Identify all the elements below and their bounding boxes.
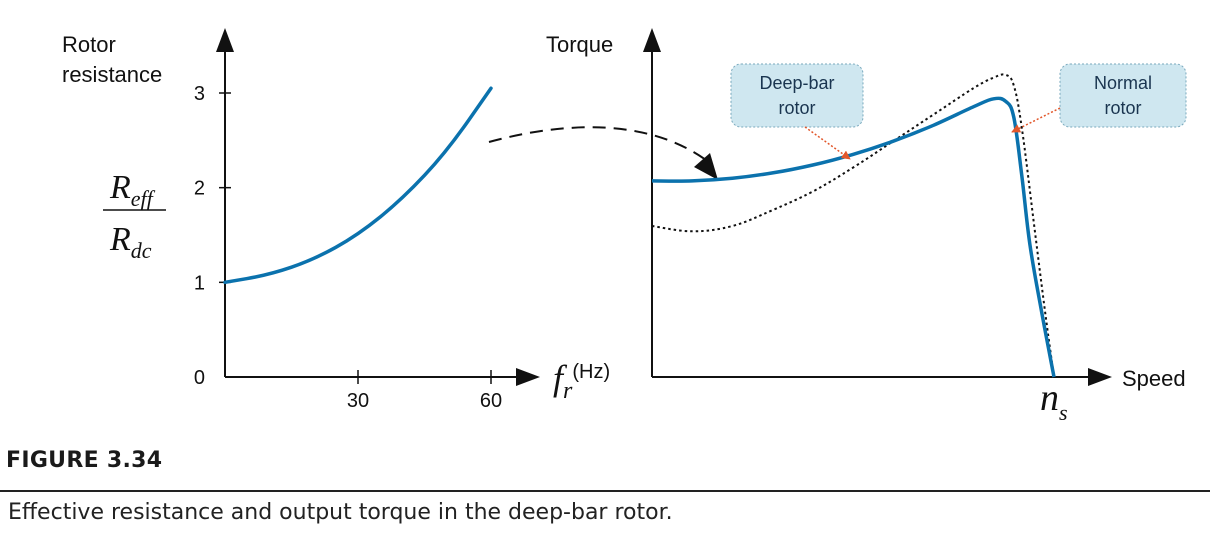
left-y-axis-arrowhead [216,28,234,52]
transition-dashed-arrow [488,126,707,161]
right-x-axis-arrowhead [1088,368,1112,386]
left-xlabel: fr(Hz) [553,358,610,404]
figure-canvas: 0 1 2 3 30 60 Rotor resistance Reff Rdc fr(Hz… [62,28,1187,425]
xlabel-unit: (Hz) [572,361,610,383]
resistance-curve [223,86,493,285]
normal-callout-pointer [1011,107,1061,133]
figure-caption-text: Effective resistance and output torque i… [8,500,673,525]
sync-speed-label: ns [1040,377,1068,425]
left-ticks: 0 1 2 3 30 60 [194,83,502,412]
deep-bar-callout-box [730,63,864,128]
left-x-axis-arrowhead [516,368,540,386]
ratio-numerator-sub: eff [131,186,156,211]
svg-text:Reff: Reff [109,169,156,211]
y-tick-label-1: 1 [194,272,205,294]
right-y-axis-arrowhead [643,28,661,52]
ratio-denominator-sub: dc [131,238,152,263]
normal-callout-box [1059,63,1187,128]
right-xlabel: Speed [1122,366,1186,391]
torque-chart: Torque Speed ns Deep-bar rotor Normal ro… [546,28,1187,425]
x-tick-label-30: 30 [347,390,369,412]
ratio-denominator: R [109,221,131,258]
xlabel-sub: r [563,378,573,404]
svg-text:Rdc: Rdc [109,221,152,263]
transition-arrowhead [694,153,718,180]
caption-divider [0,490,1210,492]
x-tick-label-60: 60 [480,390,502,412]
deep-bar-callout: Deep-bar rotor [730,63,864,160]
normal-callout-line1: Normal [1094,73,1152,93]
ratio-label: Reff Rdc [103,169,166,263]
right-ylabel: Torque [546,32,613,57]
normal-rotor-curve [651,73,1055,378]
ratio-numerator: R [109,169,131,206]
y-tick-label-3: 3 [194,83,205,105]
y-tick-label-2: 2 [194,178,205,200]
normal-rotor-callout: Normal rotor [1011,63,1187,133]
deep-bar-callout-pointer [804,126,851,160]
deep-bar-rotor-curve [651,96,1056,378]
resistance-chart: 0 1 2 3 30 60 Rotor resistance Reff Rdc fr(Hz… [62,28,610,412]
normal-callout-line2: rotor [1104,98,1141,118]
figure-caption-label: FIGURE 3.34 [6,448,163,473]
y-tick-label-0: 0 [194,367,205,389]
deep-bar-callout-line2: rotor [778,98,815,118]
sync-speed-symbol: n [1040,377,1059,419]
left-ylabel-line1: Rotor [62,32,116,57]
left-ylabel-line2: resistance [62,62,162,87]
deep-bar-callout-line1: Deep-bar [759,73,834,93]
sync-speed-sub: s [1059,400,1068,425]
